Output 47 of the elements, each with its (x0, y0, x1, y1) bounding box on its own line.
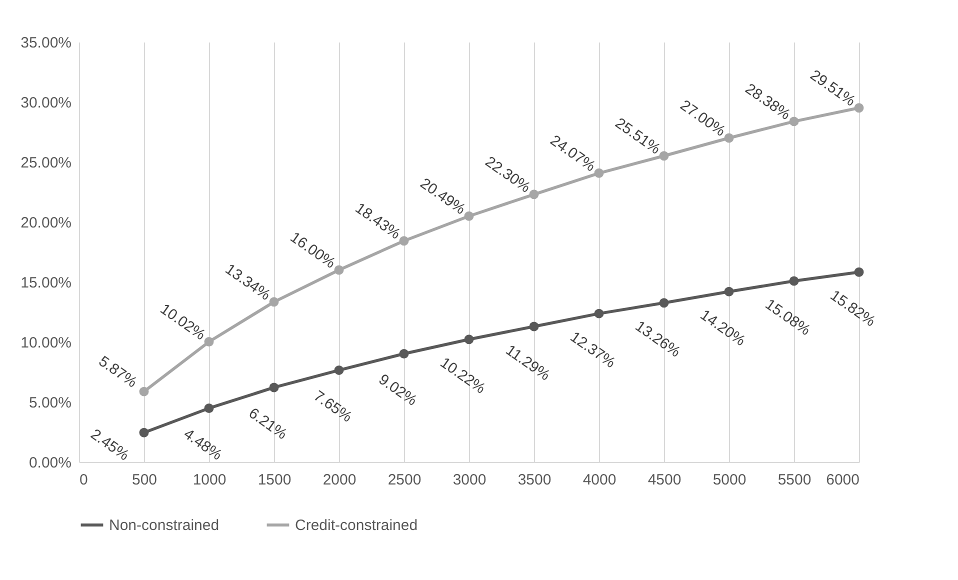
x-tick-label: 2000 (322, 472, 356, 488)
y-tick-label: 35.00% (20, 34, 72, 52)
point (789, 276, 799, 286)
point (139, 428, 149, 438)
x-tick-label: 1000 (192, 472, 226, 488)
point (334, 265, 344, 275)
x-tick-label: 3500 (518, 472, 552, 488)
point (594, 308, 604, 318)
point (854, 103, 864, 113)
point (269, 382, 279, 392)
y-tick-label: 5.00% (28, 394, 72, 412)
point (789, 116, 799, 126)
point (139, 386, 149, 396)
y-tick-label: 0.00% (28, 454, 72, 472)
point (724, 286, 734, 296)
point (529, 190, 539, 200)
point (659, 298, 669, 308)
point (594, 168, 604, 178)
y-tick-label: 10.00% (20, 334, 72, 352)
legend-label: Credit-constrained (295, 517, 418, 534)
x-tick-label: 6000 (826, 472, 860, 488)
point (334, 365, 344, 375)
y-tick-label: 20.00% (20, 214, 72, 232)
x-tick-label: 2500 (388, 472, 422, 488)
point (529, 322, 539, 332)
x-tick-label: 500 (132, 472, 158, 488)
point (204, 404, 214, 413)
x-tick-label: 0 (80, 472, 88, 488)
point (464, 334, 474, 344)
x-tick-label: 3000 (452, 472, 486, 488)
y-tick-label: 15.00% (20, 274, 72, 292)
x-tick-label: 5500 (778, 472, 812, 488)
legend-label: Non-constrained (109, 517, 220, 534)
point (724, 133, 734, 143)
point (399, 349, 409, 358)
point (464, 211, 474, 221)
y-tick-label: 25.00% (20, 154, 72, 172)
x-tick-label: 4000 (582, 472, 616, 488)
y-tick-label: 30.00% (20, 94, 72, 112)
point (399, 236, 409, 246)
point (204, 337, 214, 346)
point (659, 151, 669, 161)
point (269, 297, 279, 307)
x-tick-label: 4500 (648, 472, 682, 488)
x-tick-label: 5000 (712, 472, 746, 488)
x-tick-label: 1500 (258, 472, 292, 488)
point (854, 267, 864, 277)
